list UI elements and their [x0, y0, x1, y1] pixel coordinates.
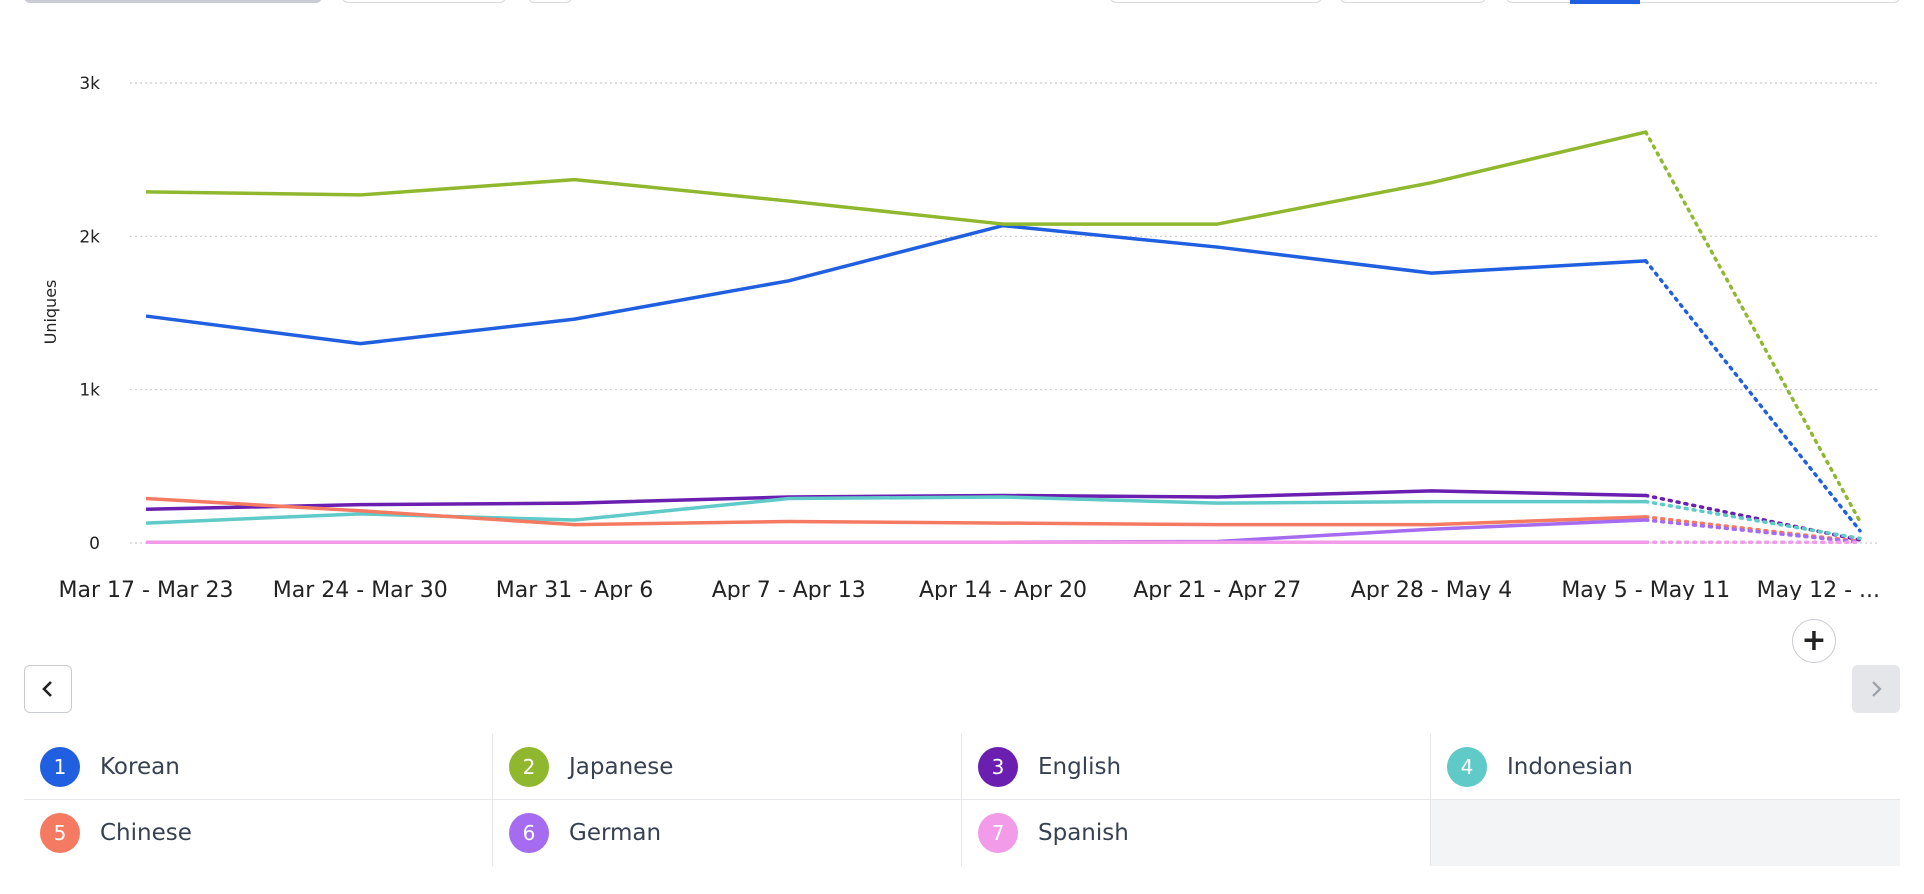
y-tick-label: 1k — [79, 381, 100, 401]
y-axis-ticks: 0 1k 2k 3k — [79, 74, 100, 554]
legend-index-badge: 7 — [978, 813, 1018, 853]
legend-item-english[interactable]: 3 English — [962, 734, 1431, 800]
legend-index-badge: 4 — [1447, 746, 1487, 787]
x-tick-label: Mar 24 - Mar 30 — [273, 578, 448, 600]
y-axis-label: Uniques — [41, 280, 60, 345]
x-tick-label: May 12 - ... — [1757, 578, 1880, 600]
x-tick-label: Apr 14 - Apr 20 — [919, 578, 1087, 600]
x-axis-ticks: Mar 17 - Mar 23 Mar 24 - Mar 30 Mar 31 - A… — [59, 578, 1880, 600]
x-tick-label: Apr 21 - Apr 27 — [1133, 578, 1301, 600]
legend-item-japanese[interactable]: 2 Japanese — [493, 734, 962, 800]
y-tick-label: 2k — [79, 227, 100, 247]
chart-legend: 1 Korean 2 Japanese 3 English 4 Indonesian 5 Chin… — [24, 734, 1900, 866]
add-series-button[interactable]: + — [1792, 619, 1836, 663]
legend-next-button[interactable] — [1852, 665, 1900, 713]
legend-label: Japanese — [569, 753, 674, 780]
legend-label: German — [569, 820, 662, 846]
y-tick-label: 0 — [89, 534, 100, 554]
series-line[interactable] — [145, 495, 1646, 525]
series-line-incomplete[interactable] — [1644, 493, 1862, 542]
series-korean[interactable] — [145, 223, 1862, 533]
series-line-incomplete[interactable] — [1644, 259, 1862, 533]
legend-item-korean[interactable]: 1 Korean — [24, 734, 493, 800]
series-japanese[interactable] — [145, 130, 1862, 524]
legend-index-badge: 2 — [509, 746, 549, 787]
legend-item-spanish[interactable]: 7 Spanish — [962, 800, 1431, 866]
x-tick-label: Apr 7 - Apr 13 — [712, 578, 866, 600]
series-line[interactable] — [145, 223, 1646, 346]
series-indonesian[interactable] — [145, 495, 1862, 541]
series-line-incomplete[interactable] — [1644, 515, 1862, 544]
series-line-incomplete[interactable] — [1644, 518, 1862, 544]
chevron-left-icon — [42, 681, 52, 697]
x-tick-label: Apr 28 - May 4 — [1351, 578, 1512, 600]
toolbar-active-tab-indicator — [1570, 0, 1640, 4]
plus-icon: + — [1801, 623, 1827, 658]
legend-label: English — [1038, 753, 1122, 780]
legend-prev-button[interactable] — [24, 665, 72, 713]
x-tick-label: May 5 - May 11 — [1561, 578, 1730, 600]
legend-index-badge: 5 — [40, 813, 80, 853]
x-tick-label: Mar 17 - Mar 23 — [59, 578, 234, 600]
grid-lines — [130, 82, 1878, 544]
chevron-right-icon — [1872, 681, 1882, 697]
legend-label: Spanish — [1038, 820, 1129, 846]
series-line[interactable] — [145, 130, 1647, 226]
line-chart: 0 1k 2k 3k Uniques Mar 17 - Mar 23 Mar 24 - … — [41, 74, 1880, 600]
series-line-incomplete[interactable] — [1644, 130, 1862, 524]
legend-item-german[interactable]: 6 German — [493, 800, 962, 866]
legend-item-indonesian[interactable]: 4 Indonesian — [1431, 734, 1900, 800]
legend-label: Korean — [100, 753, 180, 780]
series-line[interactable] — [145, 496, 1646, 527]
legend-index-badge: 3 — [978, 746, 1018, 787]
x-tick-label: Mar 31 - Apr 6 — [496, 578, 653, 600]
y-tick-label: 3k — [79, 74, 100, 94]
legend-label: Indonesian — [1507, 753, 1633, 780]
series-chinese[interactable] — [145, 496, 1862, 544]
legend-empty-cell — [1431, 800, 1900, 866]
legend-item-chinese[interactable]: 5 Chinese — [24, 800, 493, 866]
legend-label: Chinese — [100, 820, 192, 846]
series-lines — [145, 130, 1862, 544]
legend-index-badge: 6 — [509, 813, 549, 853]
legend-index-badge: 1 — [40, 746, 80, 787]
